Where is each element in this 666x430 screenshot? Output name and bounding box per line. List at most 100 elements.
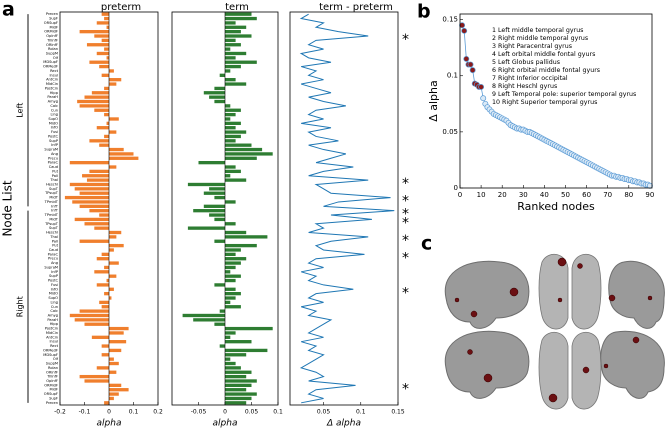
node-label: InfT: [51, 204, 59, 208]
bar: [79, 104, 109, 108]
x-tick-label: 0: [458, 191, 462, 199]
bar: [214, 99, 225, 104]
bar: [74, 318, 109, 322]
bar: [109, 274, 117, 278]
node-label: TPsupT: [44, 191, 59, 195]
bar: [193, 318, 225, 322]
bar: [225, 56, 236, 60]
bar: [106, 25, 109, 29]
node-label: Thal: [49, 178, 58, 182]
bar: [225, 392, 257, 396]
x-tick-label: 20: [498, 191, 507, 199]
node-label: Precen: [46, 12, 58, 16]
node-label: TPmidT: [44, 213, 59, 217]
bar: [109, 147, 124, 152]
bar: [101, 73, 109, 77]
bar: [106, 121, 109, 126]
brain-ventral: [538, 332, 569, 410]
bar: [79, 29, 109, 34]
bar: [225, 243, 257, 248]
bar: [203, 204, 225, 208]
bar: [96, 51, 109, 56]
node-label: Ling: [50, 300, 58, 304]
bar: [101, 12, 109, 16]
bar: [94, 226, 109, 230]
x-tick-label: 0.1: [356, 409, 366, 416]
bar: [225, 156, 257, 160]
bar: [109, 82, 117, 86]
panel-label: b: [417, 1, 431, 23]
bar: [91, 91, 109, 95]
bar: [99, 64, 109, 69]
bar: [99, 300, 109, 305]
bar: [109, 331, 124, 335]
bar: [82, 174, 109, 178]
node-label: ORSupF: [44, 21, 58, 25]
node-label: ORSupF: [44, 392, 58, 396]
node-label: Ling: [50, 113, 58, 117]
brain-lateral: [600, 330, 665, 399]
bar: [104, 86, 109, 91]
bar: [225, 104, 231, 108]
node-dot: [467, 349, 473, 355]
x-tick-label: 0.2: [153, 409, 163, 416]
panel-label: c: [421, 233, 432, 255]
bar: [225, 270, 231, 274]
bar: [99, 143, 109, 147]
bar: [193, 209, 225, 213]
node-label: MidO: [49, 121, 58, 125]
bar: [209, 95, 225, 99]
bar: [225, 25, 247, 29]
bar: [225, 121, 241, 126]
brain-lateral: [444, 260, 530, 329]
node-label: Olf: [53, 357, 59, 361]
bar: [225, 296, 236, 300]
significance-mark: *: [402, 285, 409, 301]
bar: [225, 335, 231, 339]
bar: [225, 235, 268, 239]
bar: [109, 243, 124, 248]
node-dot: [557, 257, 567, 267]
node-label: MDSupF: [43, 60, 58, 64]
bar: [214, 283, 225, 287]
bar: [101, 353, 109, 357]
node-label: Rolan: [48, 366, 58, 370]
bar: [214, 322, 225, 326]
node-label: ORMidF: [44, 383, 58, 387]
bar: [101, 252, 109, 257]
y-axis-label: Δ alpha: [427, 80, 440, 122]
bar: [64, 195, 109, 200]
node-label: Rect: [50, 344, 59, 348]
node-label: Caud: [49, 248, 58, 252]
node-label: ParaH: [47, 318, 58, 322]
significance-mark: *: [402, 176, 409, 192]
panel-title: term - preterm: [319, 2, 393, 13]
bar: [187, 226, 225, 230]
node-note: 2 Right middle temporal gyrus: [492, 35, 588, 42]
bar: [203, 191, 225, 195]
bar: [74, 187, 109, 191]
node-note: 1 Left middle temporal gyrus: [492, 27, 583, 34]
bar: [225, 60, 257, 64]
node-note: 7 Right Inferior occipital: [492, 75, 568, 82]
bar: [225, 21, 236, 25]
bar: [96, 21, 109, 25]
node-label: Precu: [48, 156, 58, 160]
bar: [225, 374, 247, 379]
significance-mark: *: [402, 194, 409, 210]
bar: [84, 222, 109, 226]
node-dot: [577, 263, 583, 269]
bar: [109, 235, 117, 239]
bar: [109, 370, 117, 374]
node-label: Olf: [53, 56, 59, 60]
node-label: Calc: [50, 104, 58, 108]
bar: [225, 112, 236, 117]
bar: [101, 344, 109, 348]
node-label: ORMidF: [44, 30, 58, 34]
bar: [109, 130, 117, 134]
bar: [225, 34, 252, 38]
significance-mark: *: [402, 250, 409, 266]
node-label: MidCin: [46, 331, 58, 335]
bar: [104, 291, 109, 296]
